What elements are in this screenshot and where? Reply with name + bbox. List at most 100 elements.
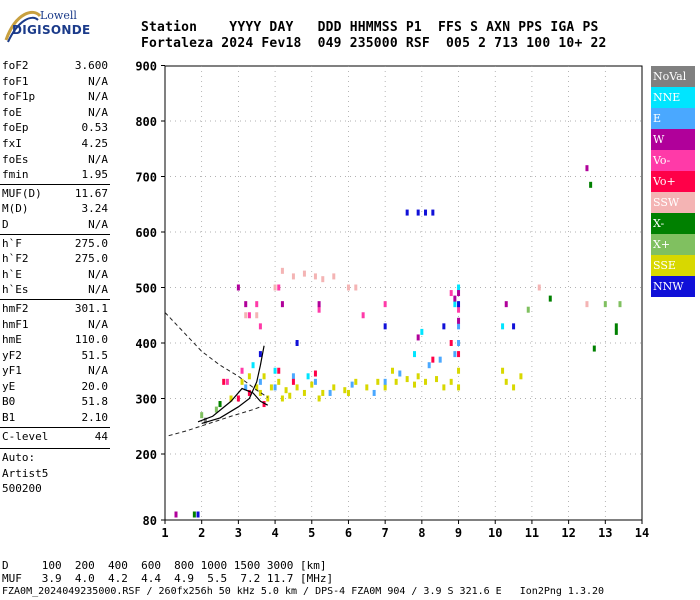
- autoscaling-text: Artist5: [2, 466, 49, 480]
- x-tick-label: 1: [161, 526, 168, 540]
- param-name: foF1: [2, 74, 29, 88]
- profile-extrapolation-line: [164, 312, 269, 398]
- param-row: B1 2.10: [0, 410, 110, 426]
- header-row2: Fortaleza 2024 Fev18 049 235000 RSF 005 …: [141, 36, 607, 51]
- y-tick-label: 700: [135, 171, 157, 185]
- param-row: fmin 1.95: [0, 167, 110, 183]
- param-row: foF1p N/A: [0, 89, 110, 105]
- echo-point: [214, 406, 218, 413]
- x-tick-label: 12: [561, 526, 575, 540]
- param-name: C-level: [2, 429, 49, 443]
- echo-point: [251, 362, 255, 369]
- echo-point: [200, 412, 204, 419]
- x-tick-label: 14: [635, 526, 649, 540]
- echo-point: [361, 312, 365, 319]
- x-tick-label: 13: [598, 526, 612, 540]
- param-value: N/A: [88, 74, 108, 88]
- echo-point: [203, 417, 207, 424]
- echo-point: [247, 312, 251, 319]
- echo-point: [273, 384, 277, 391]
- param-name: yF2: [2, 348, 22, 362]
- param-value: N/A: [88, 317, 108, 331]
- echo-point: [416, 373, 420, 380]
- legend-item: Vo-: [651, 150, 695, 171]
- echo-point: [258, 378, 262, 385]
- legend-item: X-: [651, 213, 695, 234]
- param-name: foE: [2, 105, 22, 119]
- x-tick-label: 2: [198, 526, 205, 540]
- param-separator: [0, 298, 110, 300]
- echo-point: [273, 367, 277, 374]
- param-value: 51.5: [81, 348, 109, 362]
- echo-point: [258, 323, 262, 330]
- legend-item: Vo+: [651, 171, 695, 192]
- echo-point: [354, 378, 358, 385]
- logo-swoosh-icon: [4, 10, 42, 43]
- param-row: B0 51.8: [0, 394, 110, 410]
- echo-point: [457, 290, 461, 297]
- legend: NoVal NNE E W Vo- Vo+ SSW X- X+ SSE NNW: [651, 66, 695, 297]
- echo-point: [269, 384, 273, 391]
- electron-density-profile: [201, 345, 265, 425]
- param-value: 2.10: [81, 411, 109, 425]
- echo-point: [255, 384, 259, 391]
- param-value: N/A: [88, 217, 108, 231]
- parameter-panel: foF2 3.600 foF1 N/A foF1p N/A foE N/A foEp 0.53 fx…: [0, 58, 110, 497]
- echo-point: [313, 370, 317, 377]
- param-row: hmE 110.0: [0, 332, 110, 348]
- echo-point: [266, 395, 270, 402]
- param-row: fxI 4.25: [0, 136, 110, 152]
- echo-point: [310, 381, 314, 388]
- echo-point: [229, 395, 233, 402]
- footer-d-row: D 100 200 400 600 800 1000 1500 3000 [km…: [2, 559, 327, 572]
- param-separator: [0, 448, 110, 450]
- x-tick-label: 10: [488, 526, 502, 540]
- param-name: h`E: [2, 267, 22, 281]
- param-row: yE 20.0: [0, 379, 110, 395]
- echo-point: [350, 381, 354, 388]
- echo-point: [332, 273, 336, 280]
- echo-point: [376, 378, 380, 385]
- echo-point: [383, 323, 387, 330]
- echo-point: [618, 301, 622, 308]
- param-value: 275.0: [74, 236, 108, 250]
- echo-point: [413, 351, 417, 358]
- echo-point: [288, 392, 292, 399]
- param-row: h`F2 275.0: [0, 251, 110, 267]
- echo-point: [592, 345, 596, 352]
- param-value: 3.24: [81, 202, 109, 216]
- echo-point: [453, 351, 457, 358]
- echo-point: [343, 387, 347, 394]
- param-value: N/A: [88, 364, 108, 378]
- param-row: hmF2 301.1: [0, 301, 110, 317]
- echo-point: [420, 328, 424, 335]
- echo-point: [504, 301, 508, 308]
- param-row: C-level 44: [0, 429, 110, 445]
- echo-point: [405, 376, 409, 383]
- param-separator: [0, 183, 110, 185]
- x-tick-label: 6: [345, 526, 352, 540]
- echo-point: [519, 373, 523, 380]
- echo-point: [614, 323, 618, 330]
- echo-point: [328, 389, 332, 396]
- echo-point: [398, 370, 402, 377]
- autoscaling-text: 500200: [2, 482, 42, 496]
- param-name: fmin: [2, 168, 29, 182]
- echo-point: [218, 401, 222, 408]
- param-value: 20.0: [81, 379, 109, 393]
- echo-point: [262, 401, 266, 408]
- param-row: yF1 N/A: [0, 363, 110, 379]
- echo-point: [424, 378, 428, 385]
- echo-point: [273, 284, 277, 291]
- footer-file-row: FZA0M_2024049235000.RSF / 260fx256h 50 k…: [2, 586, 605, 597]
- param-name: foEp: [2, 121, 29, 135]
- echo-point: [504, 378, 508, 385]
- y-tick-label: 80: [143, 514, 157, 528]
- param-value: N/A: [88, 105, 108, 119]
- logo-line2: DIGISONDE: [12, 23, 91, 37]
- param-row: h`Es N/A: [0, 282, 110, 298]
- echo-point: [453, 295, 457, 302]
- y-tick-label: 600: [135, 226, 157, 240]
- param-row: MUF(D) 11.67: [0, 186, 110, 202]
- param-value: 51.8: [81, 395, 109, 409]
